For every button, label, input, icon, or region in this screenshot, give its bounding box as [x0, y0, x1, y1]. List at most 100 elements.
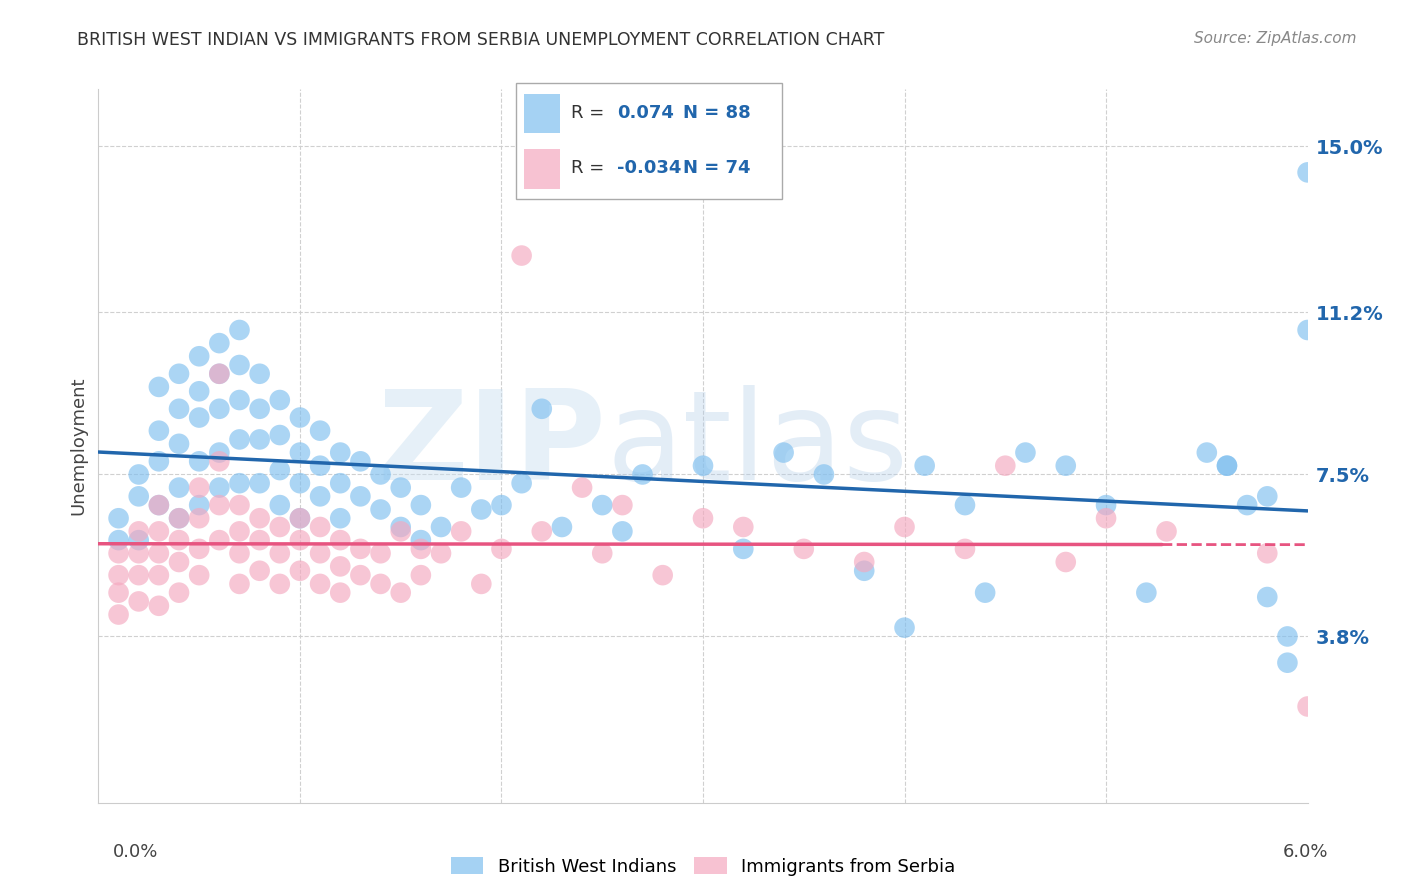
Point [128, 546, 150, 560]
Point [1296, 323, 1319, 337]
Point [249, 367, 271, 381]
Point [450, 481, 472, 495]
Point [288, 533, 311, 548]
Point [309, 424, 332, 438]
Point [329, 533, 352, 548]
Point [349, 568, 371, 582]
Text: Source: ZipAtlas.com: Source: ZipAtlas.com [1194, 31, 1357, 46]
Point [612, 498, 634, 512]
Point [167, 555, 190, 569]
Point [228, 498, 250, 512]
Point [370, 467, 392, 482]
Point [107, 546, 129, 560]
Point [128, 489, 150, 503]
Text: atlas: atlas [606, 385, 908, 507]
Point [1054, 458, 1077, 473]
Point [389, 585, 412, 599]
Point [167, 367, 190, 381]
Point [148, 498, 170, 512]
Point [208, 401, 231, 416]
Point [692, 458, 714, 473]
Point [309, 458, 332, 473]
Point [288, 511, 311, 525]
Point [107, 533, 129, 548]
Point [128, 524, 150, 539]
Point [249, 401, 271, 416]
Point [349, 489, 371, 503]
Point [893, 520, 915, 534]
Point [1256, 546, 1278, 560]
Point [994, 458, 1017, 473]
Point [389, 524, 412, 539]
Point [329, 585, 352, 599]
Bar [524, 94, 560, 133]
Text: R =: R = [571, 159, 605, 177]
Point [430, 520, 453, 534]
Point [188, 568, 211, 582]
Point [208, 367, 231, 381]
Point [188, 349, 211, 363]
Point [389, 520, 412, 534]
Point [953, 541, 976, 556]
Point [208, 498, 231, 512]
Point [288, 564, 311, 578]
Point [551, 520, 574, 534]
Point [228, 358, 250, 372]
Point [370, 546, 392, 560]
Point [167, 585, 190, 599]
Point [288, 445, 311, 459]
Point [208, 367, 231, 381]
Point [510, 249, 533, 263]
Point [167, 511, 190, 525]
Point [269, 520, 291, 534]
Text: 0.0%: 0.0% [112, 843, 157, 861]
Point [188, 511, 211, 525]
Point [288, 476, 311, 491]
Point [148, 380, 170, 394]
Point [148, 599, 170, 613]
Point [470, 502, 492, 516]
Point [128, 533, 150, 548]
Point [853, 555, 876, 569]
Point [188, 384, 211, 399]
Point [148, 454, 170, 468]
Point [370, 502, 392, 516]
Point [269, 546, 291, 560]
Point [148, 498, 170, 512]
Point [733, 541, 755, 556]
Point [208, 533, 231, 548]
Point [389, 481, 412, 495]
Point [1135, 585, 1157, 599]
Point [591, 498, 613, 512]
Point [128, 467, 150, 482]
Text: N = 74: N = 74 [683, 159, 751, 177]
Point [612, 524, 634, 539]
Point [188, 410, 211, 425]
Point [409, 541, 432, 556]
Point [1156, 524, 1178, 539]
Point [228, 476, 250, 491]
Point [249, 564, 271, 578]
Point [692, 511, 714, 525]
Legend: British West Indians, Immigrants from Serbia: British West Indians, Immigrants from Se… [451, 857, 955, 876]
Point [309, 577, 332, 591]
Point [974, 585, 997, 599]
Point [491, 541, 513, 556]
Point [409, 498, 432, 512]
Point [1296, 699, 1319, 714]
Point [228, 524, 250, 539]
Point [188, 481, 211, 495]
Point [167, 533, 190, 548]
Point [148, 424, 170, 438]
Point [1277, 629, 1299, 643]
Point [914, 458, 936, 473]
Point [228, 546, 250, 560]
Text: -0.034: -0.034 [617, 159, 682, 177]
Point [530, 524, 553, 539]
Point [309, 489, 332, 503]
Point [228, 577, 250, 591]
Point [329, 511, 352, 525]
Point [249, 433, 271, 447]
Point [1256, 590, 1278, 604]
Point [228, 433, 250, 447]
